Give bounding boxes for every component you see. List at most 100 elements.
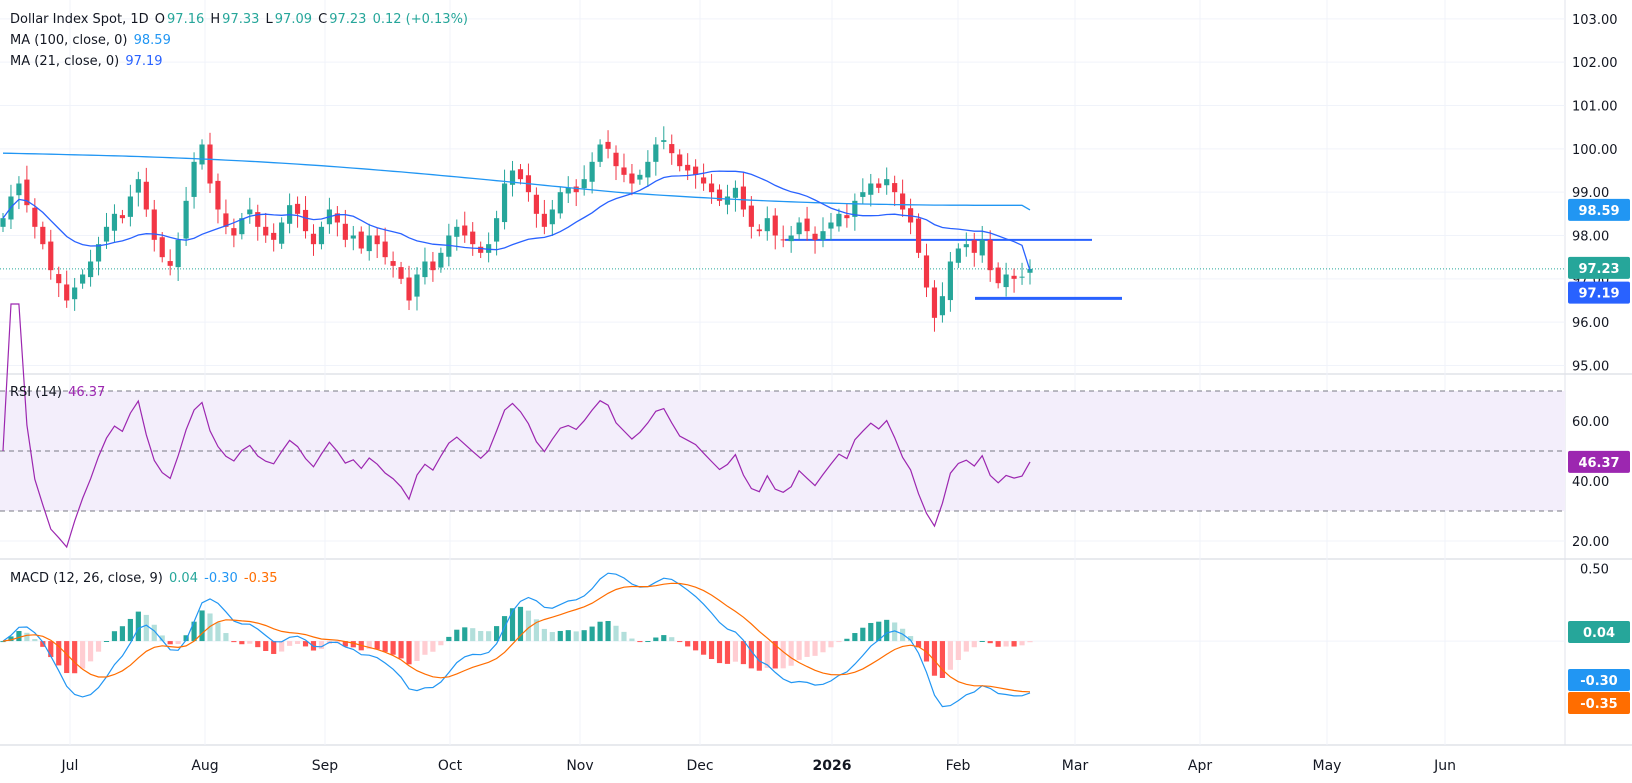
candle-body bbox=[748, 205, 754, 227]
rsi-tick-label: 20.00 bbox=[1572, 535, 1609, 550]
macd-hist-bar bbox=[143, 614, 149, 642]
macd-hist-bar bbox=[517, 606, 524, 642]
macd-hist-bar bbox=[414, 641, 420, 661]
candle-body bbox=[231, 228, 237, 236]
macd-hist-bar bbox=[573, 631, 579, 642]
price-tick-label: 100.00 bbox=[1572, 143, 1618, 158]
low-value: 97.09 bbox=[274, 12, 312, 27]
macd-hist-bar bbox=[820, 641, 826, 653]
macd-hist-bar bbox=[589, 626, 595, 642]
time-tick-label: Feb bbox=[946, 758, 971, 774]
macd-hist-bar bbox=[637, 641, 643, 643]
close-label: C bbox=[318, 12, 328, 27]
main-legend: Dollar Index Spot, 1D O 97.16 H 97.33 L 97.… bbox=[10, 12, 470, 27]
macd-hist-bar bbox=[724, 641, 731, 664]
ma100-legend: MA (100, close, 0) 98.59 bbox=[10, 33, 173, 48]
macd-hist-bar bbox=[366, 641, 372, 649]
candle-body bbox=[135, 179, 141, 193]
macd-hist-bar bbox=[661, 635, 667, 642]
macd-hist-bar bbox=[581, 630, 587, 642]
macd-hist-bar bbox=[215, 622, 221, 642]
macd-hist-bar bbox=[342, 641, 348, 647]
candle-body bbox=[318, 226, 325, 245]
candle-body bbox=[677, 154, 683, 167]
candle-body bbox=[342, 223, 348, 240]
rsi-badge: 46.37 bbox=[1578, 456, 1619, 471]
candle-body bbox=[764, 218, 770, 232]
candle-body bbox=[111, 213, 118, 231]
signal-badge-bg bbox=[1568, 669, 1630, 691]
candle-body bbox=[494, 218, 500, 242]
close-badge-bg bbox=[1568, 256, 1630, 279]
candle-body bbox=[103, 226, 110, 242]
macd-hist-bar bbox=[486, 631, 492, 642]
macd-hist-bar bbox=[955, 641, 961, 661]
macd-hist-bar bbox=[780, 641, 786, 669]
macd-hist-bar bbox=[1019, 641, 1025, 646]
macd-hist-bar bbox=[446, 636, 452, 642]
macd-hist-bar bbox=[509, 608, 516, 642]
level-lines bbox=[0, 238, 1565, 300]
candle-body bbox=[605, 141, 611, 149]
macd-hist-bar bbox=[199, 610, 205, 642]
macd-hist-bar bbox=[0, 641, 6, 643]
ma100-line bbox=[2, 152, 1031, 211]
macd-hist-bar bbox=[135, 611, 141, 642]
candle-body bbox=[892, 183, 898, 193]
macd-hist-bar bbox=[302, 641, 309, 647]
macd-hist-bar bbox=[613, 625, 619, 642]
candle-body bbox=[1011, 275, 1017, 279]
hist-badge: -0.35 bbox=[1580, 697, 1617, 712]
candle-body bbox=[987, 239, 993, 271]
candle-body bbox=[406, 277, 412, 301]
macd-hist-bar bbox=[32, 639, 38, 642]
macd-hist-bar bbox=[470, 628, 476, 642]
candle-body bbox=[740, 186, 746, 210]
candle-body bbox=[971, 240, 977, 253]
macd-hist-bar bbox=[382, 641, 388, 652]
ma21-badge-bg bbox=[1568, 281, 1630, 304]
macd-hist-bar bbox=[995, 641, 1001, 647]
macd-hist-bar bbox=[422, 641, 428, 655]
macd-hist-bar bbox=[931, 641, 938, 676]
macd-hist-bar bbox=[828, 641, 834, 648]
macd-hist-bar bbox=[247, 641, 253, 644]
candle-body bbox=[454, 226, 460, 237]
candle-body bbox=[589, 161, 595, 182]
macd-hist-bar bbox=[72, 641, 78, 674]
ma21-badge: 97.19 bbox=[1578, 287, 1619, 302]
candle-body bbox=[310, 233, 317, 245]
macd-hist-bar bbox=[525, 610, 532, 642]
candle-body bbox=[462, 225, 468, 236]
candle-body bbox=[653, 144, 659, 162]
macd-hist-bar bbox=[175, 641, 181, 644]
candle-body bbox=[0, 218, 6, 227]
macd-hist-bar bbox=[406, 641, 412, 665]
time-axis: Jul Aug Sep Oct Nov Dec 2026 Feb Mar Apr May Jun bbox=[61, 758, 1456, 774]
candle-body bbox=[637, 174, 643, 180]
candle-body bbox=[884, 179, 890, 186]
macd-hist-bar bbox=[669, 637, 675, 642]
change-value: 0.12 (+0.13%) bbox=[372, 12, 468, 27]
macd-hist-bar bbox=[183, 635, 189, 642]
candle-body bbox=[119, 215, 126, 219]
grid-lines bbox=[0, 0, 1632, 746]
candle-body bbox=[398, 267, 404, 279]
candle-body bbox=[509, 170, 516, 185]
candle-body bbox=[414, 274, 420, 297]
candle-body bbox=[1027, 268, 1033, 273]
macd-hist-bar bbox=[111, 631, 118, 642]
macd-hist-bar bbox=[876, 621, 882, 642]
candle-body bbox=[334, 213, 340, 223]
macd-hist-bar bbox=[860, 627, 866, 642]
candle-body bbox=[900, 193, 906, 210]
candle-body bbox=[366, 235, 372, 252]
price-tick-label: 101.00 bbox=[1572, 100, 1618, 115]
candle-body bbox=[478, 246, 484, 253]
macd-hist-bar bbox=[271, 641, 277, 654]
candle-body bbox=[438, 252, 444, 268]
candle-body bbox=[239, 218, 245, 235]
macd-hist-bar bbox=[294, 641, 301, 644]
price-tick-label: 98.00 bbox=[1572, 230, 1609, 245]
candle-body bbox=[486, 244, 492, 253]
